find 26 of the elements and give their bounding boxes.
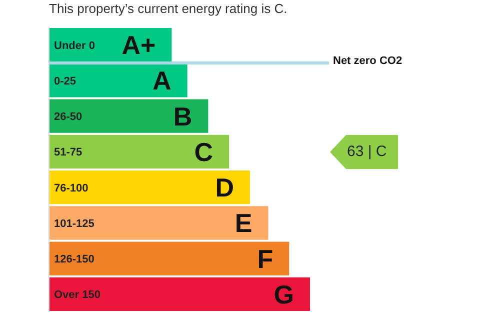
y-tick-label: 51-75 — [54, 146, 82, 159]
y-tick-label: 126-150 — [54, 254, 94, 266]
annotation: C — [194, 136, 214, 167]
annotation: B — [173, 101, 192, 132]
bar — [49, 99, 208, 133]
bar — [49, 64, 188, 98]
y-tick-label: 76-100 — [54, 182, 88, 194]
text: 63 | C — [347, 142, 387, 160]
annotation: D — [215, 172, 234, 203]
ref-line-label: Net zero CO2 — [333, 54, 402, 67]
y-tick-label: Over 150 — [54, 289, 100, 302]
annotation: A+ — [122, 30, 156, 60]
bar — [49, 134, 230, 168]
bar — [49, 170, 250, 204]
y-tick-label: Under 0 — [54, 40, 95, 52]
annotation: E — [234, 208, 252, 238]
y-tick-label: 26-50 — [54, 111, 82, 124]
bar — [49, 242, 290, 276]
y-tick-label: 0-25 — [54, 75, 76, 88]
bar — [49, 277, 310, 311]
chart-title: This property’s current energy rating is C. — [49, 1, 288, 16]
annotation: F — [257, 244, 274, 274]
y-tick-label: 101-125 — [54, 218, 94, 230]
annotation: G — [274, 279, 294, 310]
annotation: A — [152, 66, 172, 96]
bar — [49, 206, 268, 240]
